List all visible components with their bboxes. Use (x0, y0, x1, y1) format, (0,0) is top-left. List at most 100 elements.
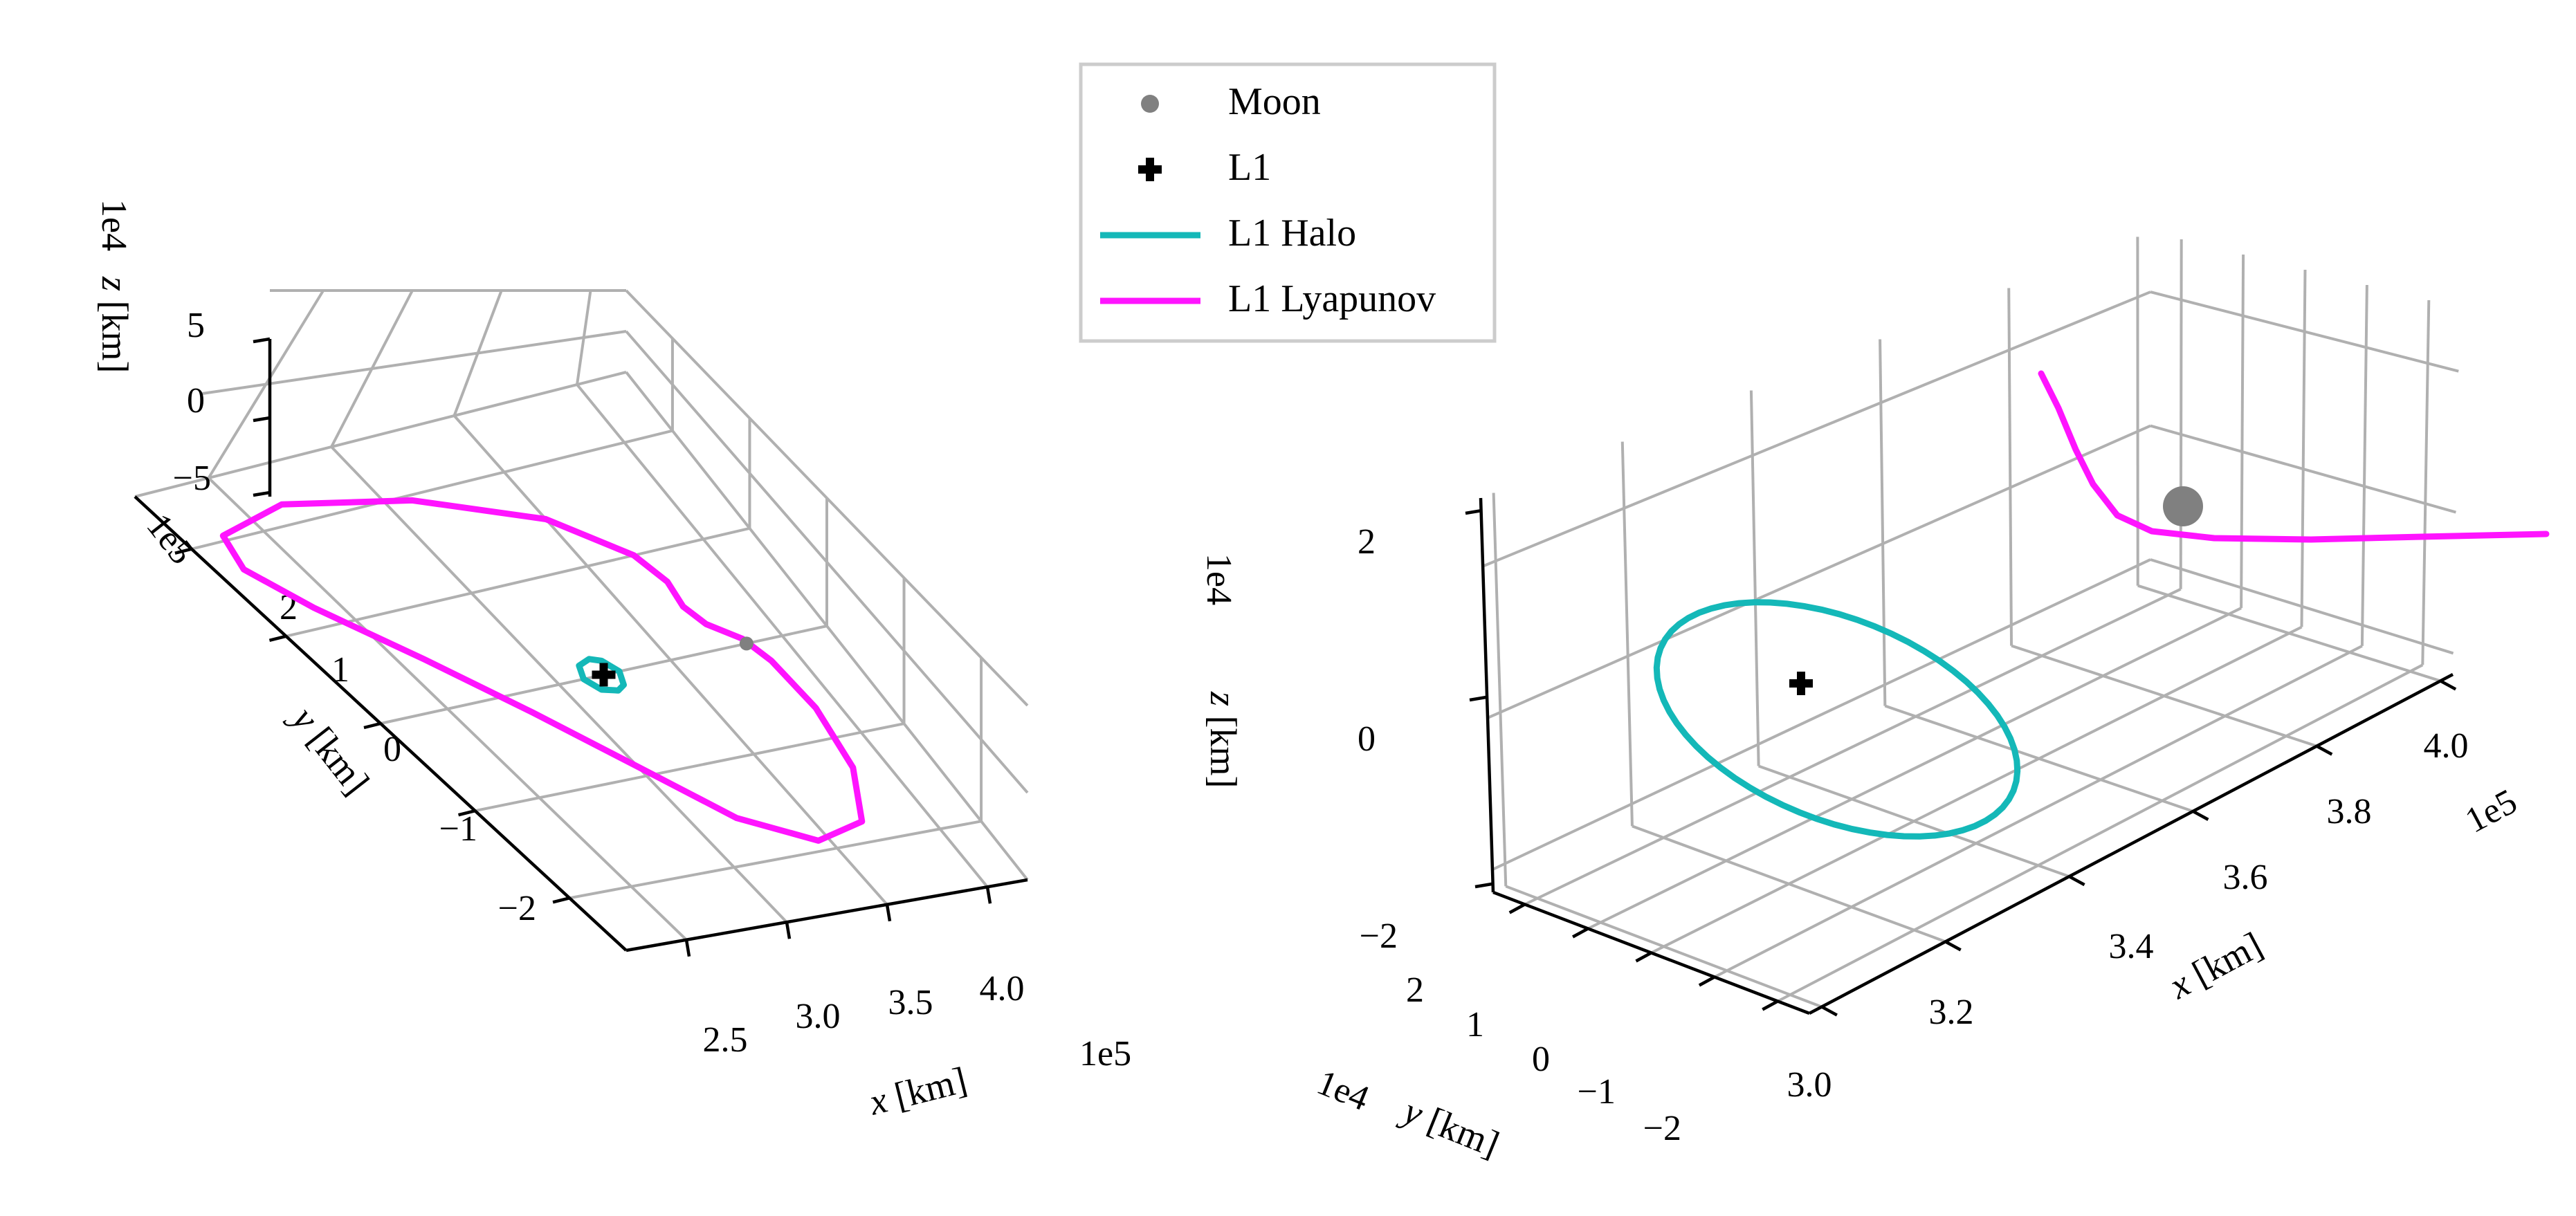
right-floor-gridline (1524, 587, 2182, 906)
right-x-tick (2068, 875, 2085, 887)
left-side-wall-gridline (625, 289, 1029, 707)
right-y-tick (1572, 927, 1589, 939)
legend-label-moon: Moon (1228, 80, 1321, 123)
left-x-tick-label: 3.0 (796, 997, 841, 1036)
right-y-tick-label: −2 (1643, 1109, 1681, 1148)
legend-label-l1-halo: L1 Halo (1228, 212, 1356, 255)
right-back-wall-gridline (1482, 291, 2151, 568)
right-back-wall-gridline (1492, 492, 1508, 887)
right-y-tick-label: 0 (1532, 1040, 1550, 1079)
right-x-tick (2316, 744, 2333, 756)
right-l1-marker (1789, 672, 1813, 695)
right-z-tick (1474, 882, 1492, 889)
right-y-tick-label: −1 (1578, 1072, 1616, 1112)
right-y-tick (1508, 903, 1526, 914)
right-halo-orbit-line (1653, 599, 2021, 840)
right-x-tick (1820, 1005, 1838, 1017)
right-y-axis-label: y [km] (1395, 1089, 1505, 1166)
left-floor-gridline (569, 820, 982, 900)
left-x-tick-label: 3.5 (888, 983, 933, 1022)
legend-l1-marker (1138, 158, 1162, 181)
right-y-tick (1635, 951, 1652, 963)
right-back-wall-gridline (1492, 558, 2151, 871)
left-side-wall-gridline (625, 330, 1029, 794)
left-z-tick (253, 416, 271, 423)
right-side-wall-gridline (2150, 424, 2456, 514)
right-z-tick-label: −2 (1360, 916, 1398, 956)
right-side-wall-gridline (2240, 254, 2245, 609)
right-side-wall-gridline (2300, 269, 2307, 627)
left-y-tick-label: −1 (439, 809, 477, 849)
right-floor-gridline (1713, 645, 2363, 979)
right-x-tick-label: 3.2 (1929, 993, 1974, 1032)
right-x-offset: 1e5 (2459, 782, 2523, 841)
left-y-tick-label: 1 (331, 650, 349, 690)
right-x-tick-label: 4.0 (2424, 726, 2469, 766)
left-y-tick (552, 896, 570, 904)
left-y-tick-label: −2 (498, 889, 536, 928)
right-x-tick (2440, 679, 2457, 691)
left-3d-axes: 5 0 −5 1e4 z [km] 1e5 2 1 0 −1 −2 y [km]… (94, 199, 1131, 1123)
right-tick-marks (1465, 508, 2457, 1017)
left-x-tick (985, 886, 992, 904)
right-back-wall-gridline (1749, 390, 1760, 766)
left-back-wall-gridline (134, 371, 627, 498)
right-x-tick-label: 3.0 (1787, 1065, 1832, 1105)
left-side-wall-gridline (625, 371, 1029, 881)
right-x-tick-label: 3.8 (2327, 792, 2372, 831)
left-series (219, 497, 866, 844)
right-grid (1482, 237, 2459, 1008)
right-back-wall-gridline (1620, 441, 1634, 827)
left-tick-marks (174, 337, 992, 957)
left-y-tick (363, 721, 381, 730)
left-x-axis-line (625, 878, 1028, 952)
left-z-tick (253, 337, 271, 344)
left-z-axis-label: z [km] (94, 276, 136, 373)
right-series (1653, 370, 2550, 840)
right-x-tick (1944, 940, 1962, 952)
right-3d-axes: 2 0 −2 1e4 z [km] 2 1 0 −1 −2 1e4 y [km]… (1199, 237, 2550, 1166)
right-side-wall-gridline (2421, 300, 2431, 665)
right-y-tick-label: 1 (1466, 1005, 1484, 1044)
legend-markers (1100, 95, 1200, 304)
right-y-tick-label: 2 (1406, 970, 1424, 1010)
right-side-wall-gridline (2150, 291, 2459, 373)
right-z-offset: 1e4 (1199, 553, 1239, 605)
legend: Moon L1 L1 Halo L1 Lyapunov (1079, 62, 1497, 343)
left-axis-lines (134, 339, 1028, 952)
right-y-tick (1762, 999, 1779, 1011)
left-floor-gridline (191, 429, 673, 551)
right-z-tick-label: 2 (1358, 522, 1376, 562)
right-x-axis-label: x [km] (2162, 924, 2269, 1007)
left-floor-gridline (286, 526, 750, 638)
right-back-wall-gridline (2007, 288, 2013, 646)
right-x-tick (2192, 809, 2209, 821)
right-side-wall-gridline (2360, 284, 2368, 646)
legend-label-l1-lyapunov: L1 Lyapunov (1228, 277, 1436, 320)
left-z-tick-label: 0 (187, 381, 205, 421)
left-lyapunov-orbit-line (219, 497, 866, 844)
right-back-wall-gridline (1487, 424, 2151, 719)
left-z-tick (253, 490, 271, 497)
right-back-wall-gridline (1879, 339, 1887, 706)
left-y-tick (268, 634, 287, 643)
left-floor-gridline (475, 722, 904, 813)
right-z-axis-label: z [km] (1203, 691, 1244, 788)
left-x-tick (785, 921, 792, 939)
left-y-tick (457, 809, 476, 817)
right-z-tick (1469, 695, 1487, 702)
right-y-offset: 1e4 (1312, 1062, 1375, 1118)
right-x-tick-label: 3.4 (2109, 927, 2154, 966)
right-floor-gridline (1777, 663, 2424, 1003)
left-z-offset: 1e4 (94, 199, 134, 251)
left-x-axis-label: x [km] (864, 1059, 971, 1123)
right-moon-marker (2163, 486, 2203, 526)
left-z-tick-label: −5 (173, 459, 211, 498)
right-side-wall-gridline (2179, 239, 2183, 589)
left-x-tick-label: 4.0 (980, 969, 1025, 1008)
legend-moon-marker (1141, 95, 1159, 113)
right-z-tick-label: 0 (1358, 719, 1376, 759)
legend-label-l1: L1 (1228, 146, 1271, 189)
left-x-tick (684, 939, 691, 957)
